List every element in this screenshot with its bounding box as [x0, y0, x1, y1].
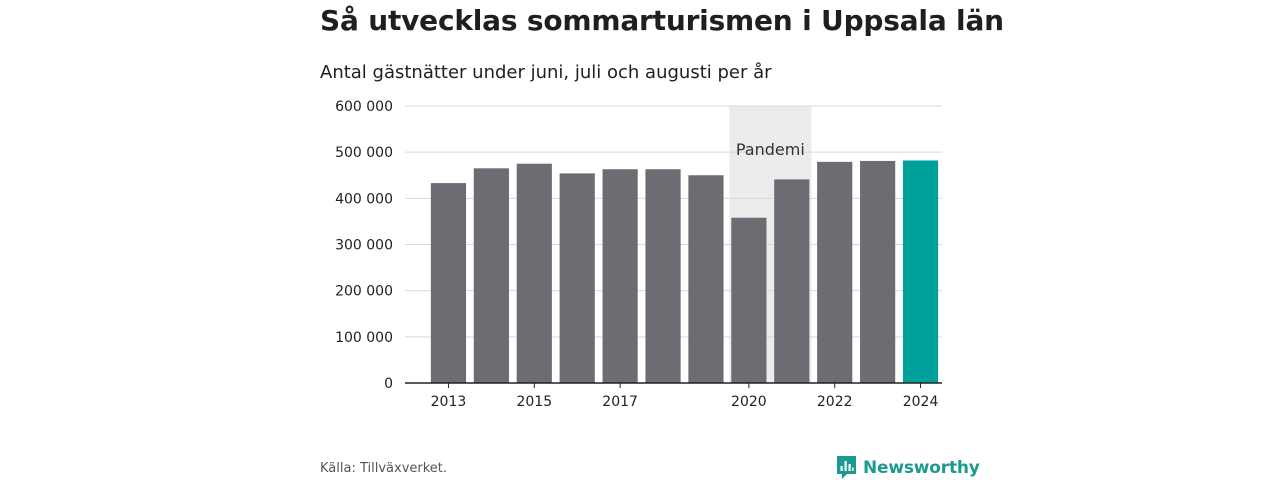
newsworthy-logo-icon [837, 456, 856, 479]
y-tick-label: 200 000 [335, 284, 393, 300]
bar [774, 179, 810, 383]
bar [430, 183, 467, 383]
x-tick-label: 2020 [731, 394, 767, 410]
y-tick-label: 0 [384, 376, 393, 392]
y-tick-label: 400 000 [335, 191, 393, 207]
bar [473, 168, 509, 383]
bar [559, 173, 595, 383]
chart-title: Så utvecklas sommarturismen i Uppsala lä… [320, 4, 1004, 37]
pandemic-label: Pandemi [736, 140, 805, 159]
bar [731, 217, 767, 383]
x-tick-label: 2024 [903, 394, 939, 410]
bar [516, 163, 552, 383]
y-tick-label: 300 000 [335, 238, 393, 254]
chart-subtitle: Antal gästnätter under juni, juli och au… [320, 62, 772, 83]
bar [817, 161, 853, 383]
y-tick-label: 500 000 [335, 145, 393, 161]
bar [688, 175, 724, 383]
x-tick-label: 2022 [817, 394, 853, 410]
bar [860, 160, 896, 383]
brand-name: Newsworthy [863, 457, 980, 478]
bar [902, 160, 939, 383]
y-tick-label: 600 000 [335, 99, 393, 115]
bar [645, 169, 681, 383]
x-tick-label: 2013 [431, 394, 467, 410]
bar [602, 169, 638, 383]
y-tick-label: 100 000 [335, 330, 393, 346]
x-tick-label: 2017 [602, 394, 638, 410]
brand-logo: Newsworthy [836, 455, 980, 480]
source-note: Källa: Tillväxverket. [320, 461, 448, 476]
x-tick-label: 2015 [516, 394, 552, 410]
